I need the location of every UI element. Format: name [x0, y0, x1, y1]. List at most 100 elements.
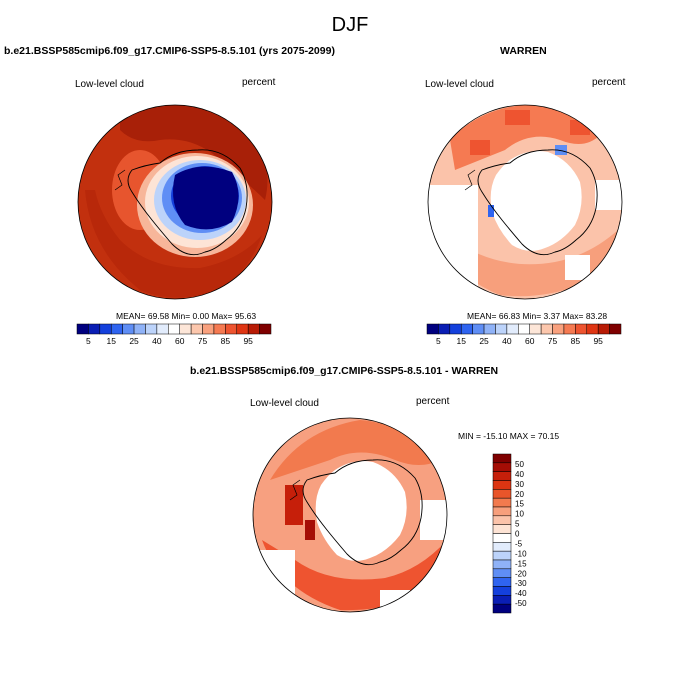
colorbar-obs-swatch [609, 323, 622, 335]
colorbar-model-swatch [122, 323, 135, 335]
colorbar-model-swatch [259, 323, 272, 335]
colorbar-obs-swatch [483, 323, 496, 335]
colorbar-obs-swatch [506, 323, 519, 335]
colorbar-obs-tick-label: 75 [548, 336, 558, 346]
colorbar-diff-swatch [492, 524, 512, 534]
colorbar-model-tick-label: 25 [129, 336, 139, 346]
colorbar-model-swatch [236, 323, 249, 335]
panel-obs-variable-label: Low-level cloud [425, 79, 494, 90]
colorbar-diff-swatch [492, 471, 512, 481]
colorbar-obs-swatch [426, 323, 439, 335]
colorbar-diff-swatch [492, 577, 512, 587]
colorbar-diff-tick-label: 20 [515, 490, 524, 499]
panel-diff-stats: MIN = -15.10 MAX = 70.15 [458, 431, 560, 441]
colorbar-diff-tick-label: 30 [515, 480, 524, 489]
colorbar-diff-swatch [492, 515, 512, 525]
colorbar-diff-tick-label: -50 [515, 599, 527, 608]
colorbar-diff-tick-label: -15 [515, 559, 527, 568]
panel-model-title: b.e21.BSSP585cmip6.f09_g17.CMIP6-SSP5-8.… [4, 45, 335, 57]
colorbar-obs-swatch [540, 323, 553, 335]
colorbar-obs-swatch [472, 323, 485, 335]
colorbar-model-swatch [168, 323, 180, 335]
panel-model-units-label: percent [242, 77, 276, 88]
colorbar-model-swatch [247, 323, 260, 335]
colorbar-model-swatch [88, 323, 101, 335]
colorbar-diff-swatch [492, 497, 512, 508]
colorbar-model-tick-label: 15 [107, 336, 117, 346]
colorbar-obs: 5 15 25 40 60 75 85 95 [426, 323, 622, 346]
colorbar-obs-tick-label: 40 [502, 336, 512, 346]
colorbar-diff-swatch [492, 462, 512, 472]
map-model [77, 104, 273, 300]
panel-obs-stats: MEAN= 66.83 Min= 3.37 Max= 83.28 [467, 311, 608, 321]
panel-model-stats: MEAN= 69.58 Min= 0.00 Max= 95.63 [116, 311, 257, 321]
colorbar-obs-swatch [529, 323, 542, 335]
colorbar-model-swatch [76, 323, 89, 335]
colorbar-model-tick-label: 5 [86, 336, 91, 346]
colorbar-diff-tick-label: 0 [515, 530, 520, 539]
map-obs [427, 104, 623, 300]
colorbar-obs-swatch [495, 323, 508, 335]
panel-obs-title: WARREN [500, 45, 547, 57]
colorbar-diff-tick-label: 50 [515, 460, 524, 469]
colorbar-diff-swatch [492, 506, 512, 517]
colorbar-diff-tick-label: 10 [515, 510, 524, 519]
colorbar-obs-swatch [438, 323, 451, 335]
colorbar-diff-tick-label: -20 [515, 569, 527, 578]
colorbar-diff-swatch [492, 542, 512, 552]
colorbar-diff-swatch [492, 559, 512, 570]
colorbar-obs-tick-label: 60 [525, 336, 535, 346]
colorbar-diff-tick-label: -5 [515, 539, 523, 548]
map-diff [252, 417, 448, 613]
colorbar-diff-swatch [492, 533, 512, 543]
colorbar-model: 5 15 25 40 60 75 85 95 [76, 323, 272, 346]
colorbar-model-tick-label: 85 [221, 336, 231, 346]
colorbar-diff-swatch [492, 603, 512, 614]
colorbar-model-swatch [202, 323, 215, 335]
colorbar-diff-swatch [492, 550, 512, 561]
colorbar-diff-tick-label: 40 [515, 470, 524, 479]
colorbar-diff-tick-label: -40 [515, 589, 527, 598]
colorbar-obs-swatch [449, 323, 462, 335]
colorbar-diff-swatch [492, 480, 512, 490]
colorbar-obs-swatch [575, 323, 588, 335]
colorbar-diff-tick-label: 15 [515, 500, 524, 509]
colorbar-diff-tick-label: -30 [515, 579, 527, 588]
colorbar-diff-swatch [492, 586, 512, 596]
colorbar-obs-swatch [563, 323, 576, 335]
panel-diff-units-label: percent [416, 396, 450, 407]
colorbar-obs-swatch [518, 323, 530, 335]
colorbar-diff-swatch [492, 595, 512, 605]
colorbar-obs-swatch [552, 323, 565, 335]
colorbar-model-swatch [145, 323, 158, 335]
colorbar-model-swatch [179, 323, 192, 335]
colorbar-obs-tick-label: 15 [457, 336, 467, 346]
colorbar-obs-tick-label: 5 [436, 336, 441, 346]
colorbar-model-swatch [110, 323, 123, 335]
colorbar-model-swatch [190, 323, 203, 335]
panel-diff-variable-label: Low-level cloud [250, 398, 319, 409]
colorbar-diff-swatch [492, 489, 512, 499]
colorbar-diff-tick-label: 5 [515, 520, 520, 529]
colorbar-diff-tick-label: -10 [515, 549, 527, 558]
panel-diff-title: b.e21.BSSP585cmip6.f09_g17.CMIP6-SSP5-8.… [190, 365, 499, 377]
colorbar-model-tick-label: 75 [198, 336, 208, 346]
colorbar-obs-swatch [597, 323, 610, 335]
colorbar-obs-tick-label: 25 [479, 336, 489, 346]
colorbar-model-tick-label: 40 [152, 336, 162, 346]
colorbar-model-swatch [133, 323, 146, 335]
panel-obs-units-label: percent [592, 77, 626, 88]
colorbar-obs-tick-label: 95 [593, 336, 603, 346]
colorbar-obs-swatch [586, 323, 599, 335]
colorbar-model-swatch [156, 323, 169, 335]
colorbar-model-tick-label: 60 [175, 336, 185, 346]
colorbar-obs-tick-label: 85 [571, 336, 581, 346]
main-title: DJF [331, 14, 369, 36]
panel-model-variable-label: Low-level cloud [75, 79, 144, 90]
colorbar-model-tick-label: 95 [243, 336, 253, 346]
colorbar-model-swatch [99, 323, 112, 335]
colorbar-obs-swatch [460, 323, 473, 335]
